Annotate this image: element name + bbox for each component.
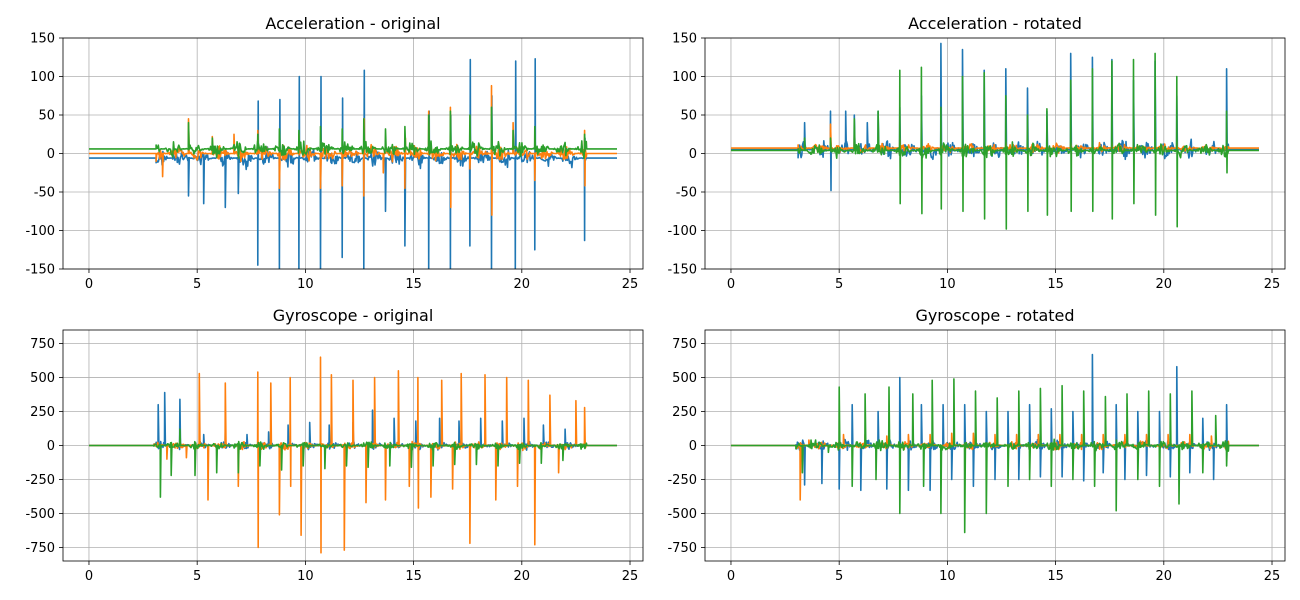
- series-line-1: [731, 42, 1259, 192]
- chart-title: Acceleration - rotated: [908, 14, 1082, 33]
- chart-title: Gyroscope - original: [273, 306, 434, 325]
- chart-panel-1: 0 5 10 15 20 25 -150 -100 -50 0 50 100 150 Accelerati…: [25, 14, 644, 292]
- y-tick-label: -150: [25, 263, 55, 278]
- x-tick-label: 10: [297, 277, 314, 292]
- x-tick-label: 10: [939, 277, 956, 292]
- chart-panel-3: 0 5 10 15 20 25 -750 -500 -250 0 250 500 750 Gyroscop…: [25, 306, 644, 584]
- x-tick-label: 15: [1047, 569, 1064, 584]
- x-tick-label: 25: [1264, 277, 1281, 292]
- series-line-2: [731, 123, 1259, 154]
- x-tick-label: 0: [85, 277, 93, 292]
- plot-frame: [704, 329, 1286, 562]
- x-tick-label: 0: [85, 569, 93, 584]
- y-tick-label: -500: [25, 507, 55, 522]
- y-tick-label: -100: [667, 224, 697, 239]
- x-tick-label: 5: [835, 569, 843, 584]
- series-line-3: [731, 52, 1259, 230]
- x-tick-label: 10: [297, 569, 314, 584]
- y-tick-label: 0: [689, 439, 697, 454]
- y-tick-label: 0: [47, 147, 55, 162]
- chart-panel-2: 0 5 10 15 20 25 -150 -100 -50 0 50 100 150 Accelerati…: [667, 14, 1286, 292]
- y-tick-label: -50: [676, 186, 697, 201]
- x-tick-label: 15: [1047, 277, 1064, 292]
- y-tick-label: -50: [34, 186, 55, 201]
- series-line-2: [89, 356, 617, 554]
- y-tick-label: 750: [30, 337, 55, 352]
- y-tick-label: 250: [30, 405, 55, 420]
- x-tick-label: 5: [193, 569, 201, 584]
- y-tick-label: -500: [667, 507, 697, 522]
- x-tick-label: 5: [835, 277, 843, 292]
- x-tick-label: 25: [1264, 569, 1281, 584]
- x-tick-label: 0: [727, 569, 735, 584]
- y-tick-label: -100: [25, 224, 55, 239]
- x-tick-label: 0: [727, 277, 735, 292]
- plot-frame: [62, 37, 644, 270]
- y-tick-label: 500: [30, 371, 55, 386]
- chart-title: Gyroscope - rotated: [915, 306, 1074, 325]
- y-tick-label: 50: [680, 109, 697, 124]
- y-tick-label: -150: [667, 263, 697, 278]
- plot-frame: [704, 37, 1286, 270]
- y-tick-label: 750: [672, 337, 697, 352]
- series-line-3: [89, 106, 617, 160]
- series-line-3: [89, 428, 617, 498]
- plot-frame: [62, 329, 644, 562]
- x-tick-label: 25: [622, 277, 639, 292]
- x-tick-label: 20: [1156, 569, 1173, 584]
- x-tick-label: 15: [405, 569, 422, 584]
- x-tick-label: 20: [514, 569, 531, 584]
- x-tick-label: 5: [193, 277, 201, 292]
- chart-title: Acceleration - original: [265, 14, 440, 33]
- y-tick-label: 250: [672, 405, 697, 420]
- y-tick-label: -750: [667, 541, 697, 556]
- series-line-1: [89, 58, 617, 269]
- y-tick-label: 100: [672, 70, 697, 85]
- y-tick-label: 150: [672, 32, 697, 47]
- chart-panel-4: 0 5 10 15 20 25 -750 -500 -250 0 250 500 750 Gyroscop…: [667, 306, 1286, 584]
- y-tick-label: 50: [38, 109, 55, 124]
- y-tick-label: -750: [25, 541, 55, 556]
- x-tick-label: 15: [405, 277, 422, 292]
- x-tick-label: 10: [939, 569, 956, 584]
- y-tick-label: 150: [30, 32, 55, 47]
- y-tick-label: 0: [47, 439, 55, 454]
- y-tick-label: 500: [672, 371, 697, 386]
- y-tick-label: 0: [689, 147, 697, 162]
- series-line-3: [731, 378, 1259, 534]
- x-tick-label: 20: [1156, 277, 1173, 292]
- y-tick-label: -250: [667, 473, 697, 488]
- x-tick-label: 20: [514, 277, 531, 292]
- y-tick-label: 100: [30, 70, 55, 85]
- y-tick-label: -250: [25, 473, 55, 488]
- x-tick-label: 25: [622, 569, 639, 584]
